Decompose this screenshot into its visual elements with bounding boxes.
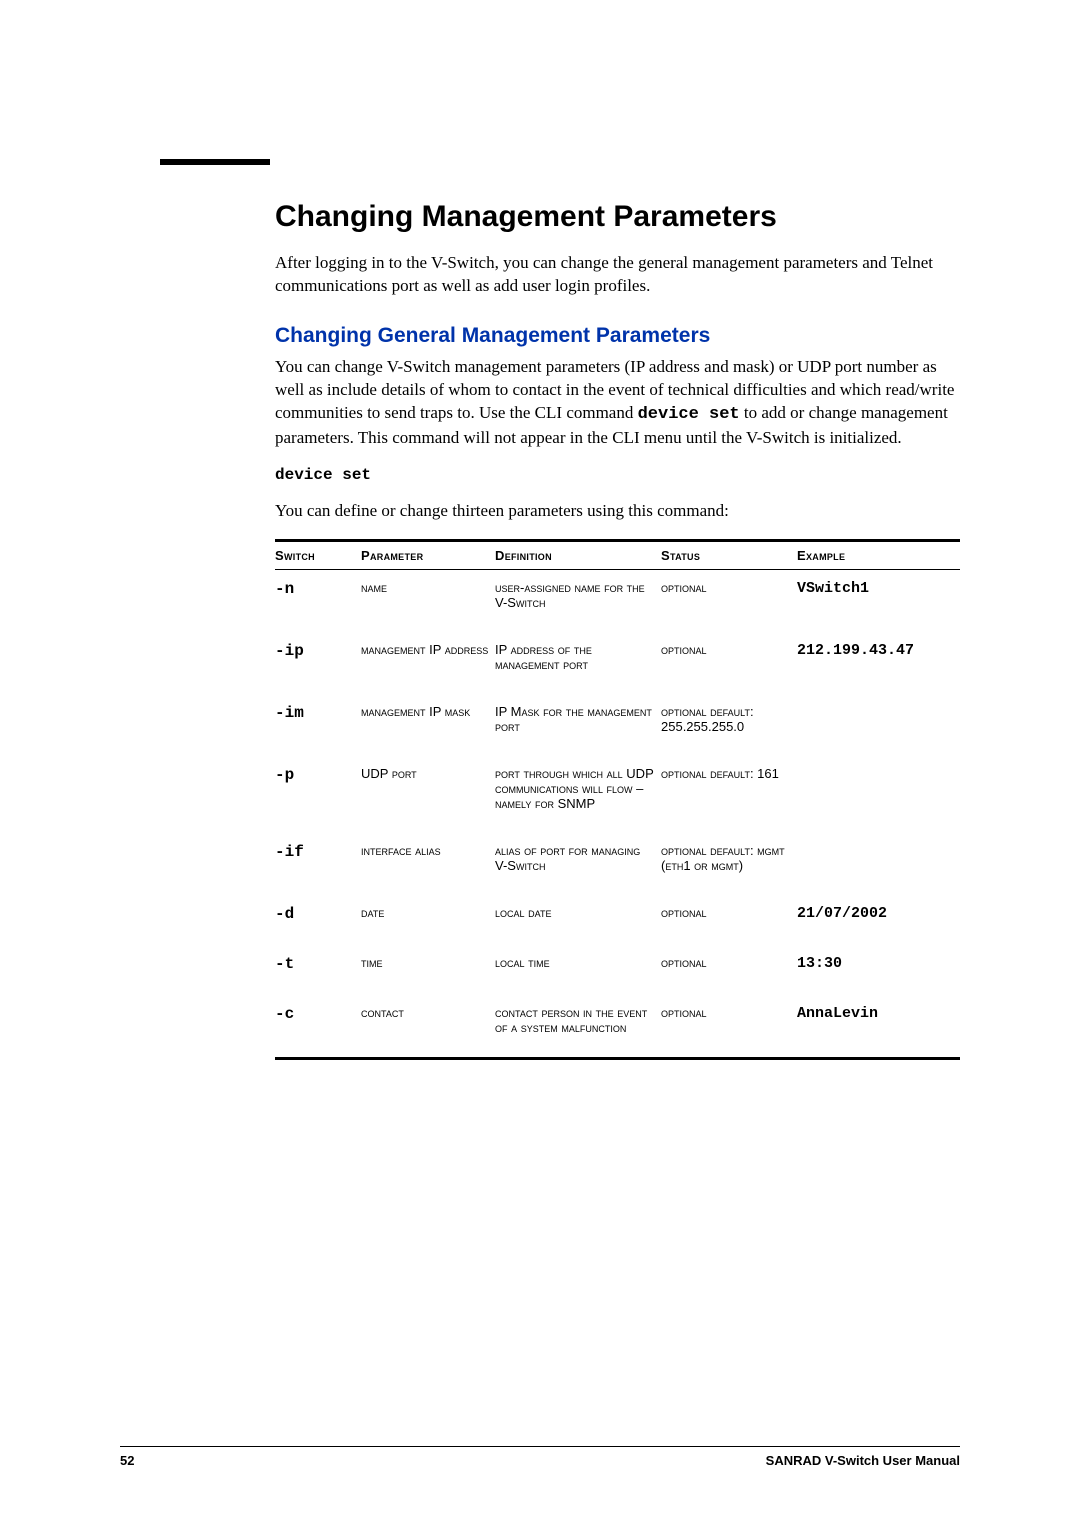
parameters-table: Switch Parameter Definition Status Examp… (275, 539, 960, 1060)
cell-def: contact person in the event of a system … (495, 995, 661, 1059)
col-example: Example (797, 540, 960, 569)
table-intro: You can define or change thirteen parame… (275, 500, 960, 523)
cell-switch: -n (275, 569, 361, 632)
inline-command: device set (638, 405, 740, 424)
cell-example: VSwitch1 (797, 569, 960, 632)
cell-def: port through which all UDP communication… (495, 756, 661, 833)
table-row: -ip management IP address IP address of … (275, 632, 960, 694)
cell-param: UDP port (361, 756, 495, 833)
col-parameter: Parameter (361, 540, 495, 569)
cell-param: management IP mask (361, 694, 495, 756)
table-row: -p UDP port port through which all UDP c… (275, 756, 960, 833)
cell-example (797, 833, 960, 895)
cell-def: local date (495, 895, 661, 945)
col-switch: Switch (275, 540, 361, 569)
cell-example: AnnaLevin (797, 995, 960, 1059)
cell-switch: -d (275, 895, 361, 945)
cell-status: optional default: mgmt (eth1 or mgmt) (661, 833, 797, 895)
col-status: Status (661, 540, 797, 569)
cell-status: optional default: 255.255.255.0 (661, 694, 797, 756)
cell-status: optional (661, 945, 797, 995)
cell-status: optional (661, 895, 797, 945)
table-row: -c contact contact person in the event o… (275, 995, 960, 1059)
cell-example: 21/07/2002 (797, 895, 960, 945)
cell-def: IP address of the management port (495, 632, 661, 694)
cell-status: optional (661, 569, 797, 632)
table-row: -im management IP mask IP Mask for the m… (275, 694, 960, 756)
cell-switch: -c (275, 995, 361, 1059)
page-number: 52 (120, 1453, 134, 1468)
cell-param: interface alias (361, 833, 495, 895)
cell-switch: -p (275, 756, 361, 833)
cell-def: local time (495, 945, 661, 995)
cell-status: optional (661, 995, 797, 1059)
table-row: -n name user-assigned name for the V-Swi… (275, 569, 960, 632)
cell-param: contact (361, 995, 495, 1059)
cell-param: date (361, 895, 495, 945)
cell-switch: -t (275, 945, 361, 995)
cell-param: management IP address (361, 632, 495, 694)
section-heading: Changing General Management Parameters (275, 324, 960, 348)
cell-param: name (361, 569, 495, 632)
cell-def: IP Mask for the management port (495, 694, 661, 756)
cell-example (797, 756, 960, 833)
cell-example (797, 694, 960, 756)
col-definition: Definition (495, 540, 661, 569)
cell-param: time (361, 945, 495, 995)
cell-switch: -if (275, 833, 361, 895)
intro-paragraph: After logging in to the V-Switch, you ca… (275, 252, 960, 298)
table-header-row: Switch Parameter Definition Status Examp… (275, 540, 960, 569)
command-label: device set (275, 466, 960, 484)
table-row: -if interface alias alias of port for ma… (275, 833, 960, 895)
cell-status: optional (661, 632, 797, 694)
cell-switch: -im (275, 694, 361, 756)
section-marker-bar (160, 159, 270, 165)
cell-def: alias of port for managing V-Switch (495, 833, 661, 895)
page-footer: 52 SANRAD V-Switch User Manual (120, 1446, 960, 1468)
manual-title: SANRAD V-Switch User Manual (766, 1453, 960, 1468)
cell-def: user-assigned name for the V-Switch (495, 569, 661, 632)
page-body: Changing Management Parameters After log… (0, 0, 1080, 1528)
page-title: Changing Management Parameters (275, 200, 960, 234)
body-paragraph: You can change V-Switch management param… (275, 356, 960, 450)
cell-example: 13:30 (797, 945, 960, 995)
table-row: -t time local time optional 13:30 (275, 945, 960, 995)
table-row: -d date local date optional 21/07/2002 (275, 895, 960, 945)
cell-status: optional default: 161 (661, 756, 797, 833)
cell-example: 212.199.43.47 (797, 632, 960, 694)
cell-switch: -ip (275, 632, 361, 694)
